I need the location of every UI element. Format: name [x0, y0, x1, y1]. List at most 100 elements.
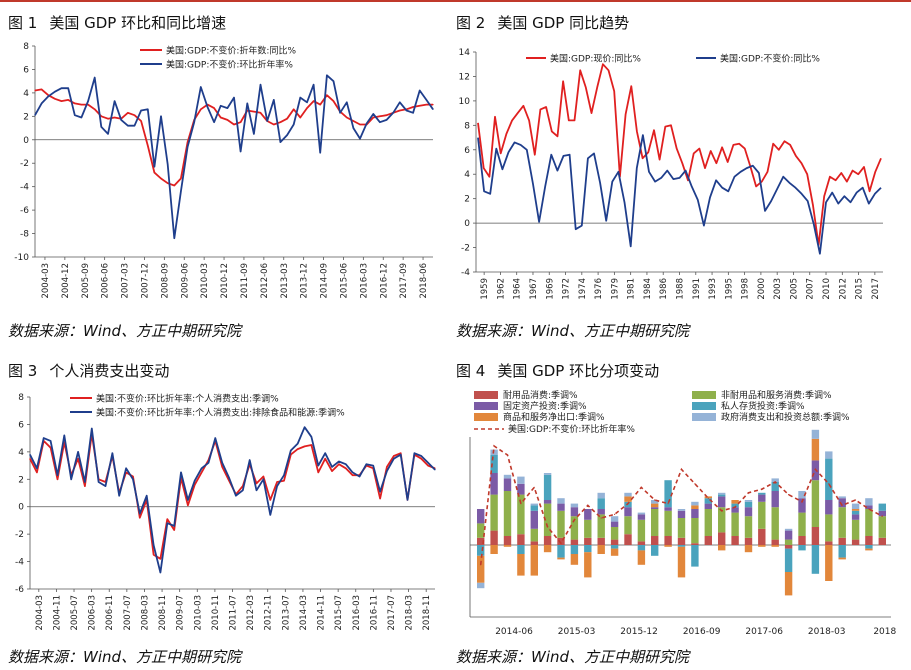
x-tick-label: 2010-03 [200, 263, 210, 299]
bar-segment-4 [530, 505, 538, 511]
bar-segment-3 [825, 500, 833, 515]
data-point [332, 80, 335, 82]
data-point [220, 116, 222, 119]
data-point [345, 463, 347, 465]
data-point [788, 494, 790, 496]
bar-segment-2 [651, 509, 659, 536]
bar-segment-4 [744, 501, 753, 508]
x-tick-label: 2010-12 [220, 263, 230, 299]
bar-segment-6 [543, 473, 552, 475]
data-point [386, 466, 388, 468]
y-tick-label: -6 [20, 206, 29, 216]
data-point [233, 97, 235, 99]
x-tick-label: 2015 [855, 278, 865, 300]
data-point [173, 184, 175, 187]
data-point [127, 125, 129, 127]
x-tick-label: 1988 [676, 278, 686, 300]
legend-label-1: 美国:GDP:不变价:折年数:同比% [166, 45, 296, 57]
data-point [345, 467, 347, 469]
bar-segment-6 [530, 503, 538, 506]
y-tick-label: 4 [18, 448, 24, 458]
bar-segment-4 [704, 498, 712, 504]
data-point [50, 440, 52, 442]
legend-label-1: 美国:GDP:现价:同比% [550, 53, 641, 65]
bar-segment-6 [865, 498, 873, 506]
x-tick-label: 1974 [578, 278, 588, 300]
x-tick-label: 2013-07 [281, 595, 291, 631]
data-point [147, 108, 149, 110]
data-point [91, 427, 93, 430]
source-note-3: 数据来源：Wind、方正中期研究院 [8, 648, 242, 666]
data-point [269, 499, 271, 501]
data-point [54, 98, 56, 100]
data-point [221, 466, 223, 468]
bar-segment-1 [651, 536, 659, 545]
data-point [94, 77, 96, 79]
bar-segment-5 [771, 545, 779, 547]
data-point [213, 121, 215, 123]
bar-segment-3 [530, 510, 538, 529]
bar-segment-4 [597, 498, 605, 509]
bar-segment-5 [637, 550, 646, 565]
bar-segment-5 [758, 545, 766, 547]
x-tick-label: 2016-03 [352, 595, 362, 631]
data-point [160, 177, 162, 180]
data-point [133, 114, 136, 116]
data-point [573, 519, 575, 521]
bar-segment-1 [758, 528, 766, 545]
bar-segment-5 [517, 554, 525, 576]
bar-segment-1 [543, 536, 552, 545]
data-point [379, 491, 381, 493]
data-point [406, 499, 409, 501]
data-point [180, 471, 182, 473]
x-tick-label: 2004-03 [41, 263, 51, 299]
data-point [419, 89, 421, 92]
bar-segment-6 [610, 516, 619, 522]
bar-segment-1 [570, 539, 579, 545]
bar-segment-1 [691, 543, 699, 545]
data-point [614, 513, 616, 515]
bar-segment-4 [798, 545, 806, 551]
bar-segment-2 [664, 510, 672, 536]
bar-segment-1 [584, 537, 592, 545]
x-tick-label: 2012-11 [264, 595, 274, 631]
bar-segment-2 [570, 516, 579, 540]
chart-gdp-yoy-trend: -4 -2 0 2 4 6 8 10 12 14 1959 1962 1964 1967 1969 1972 1… [459, 48, 883, 300]
y-tick-label: -4 [15, 558, 24, 568]
data-point [365, 463, 367, 465]
bar-segment-4 [878, 503, 886, 511]
data-point [425, 104, 427, 106]
bar-segment-3 [637, 514, 646, 520]
y-tick-label: 6 [23, 65, 29, 75]
data-point [393, 458, 395, 460]
data-point [338, 460, 340, 463]
data-point [187, 146, 189, 148]
data-point [420, 455, 422, 457]
bar-segment-2 [490, 494, 498, 531]
figure-title-text-2: 美国 GDP 同比趋势 [497, 14, 630, 32]
data-point [359, 138, 361, 140]
bar-segment-2 [584, 519, 592, 538]
bar-segment-3 [744, 507, 753, 517]
data-point [283, 480, 285, 482]
data-point [324, 458, 326, 460]
bar-segment-4 [811, 545, 820, 574]
data-point [393, 455, 395, 457]
bar-segment-1 [677, 537, 686, 545]
legend-swatch-3 [474, 402, 498, 410]
data-point [372, 113, 374, 115]
data-point [194, 484, 196, 486]
bar-segment-1 [851, 539, 860, 545]
bar-segment-3 [704, 503, 712, 509]
data-point [600, 517, 602, 519]
legend-label-2: 美国:GDP:不变价:同比% [720, 53, 820, 65]
x-tick-label: 2013-12 [300, 263, 310, 299]
x-tick-label: 2006-03 [88, 595, 98, 631]
bar-segment-1 [771, 539, 779, 545]
series-line-1 [477, 63, 882, 247]
bar-segment-3 [865, 505, 873, 509]
bar-segment-6 [477, 582, 485, 589]
data-point [166, 518, 168, 520]
data-point [427, 462, 429, 464]
bar-segment-4 [771, 482, 779, 491]
